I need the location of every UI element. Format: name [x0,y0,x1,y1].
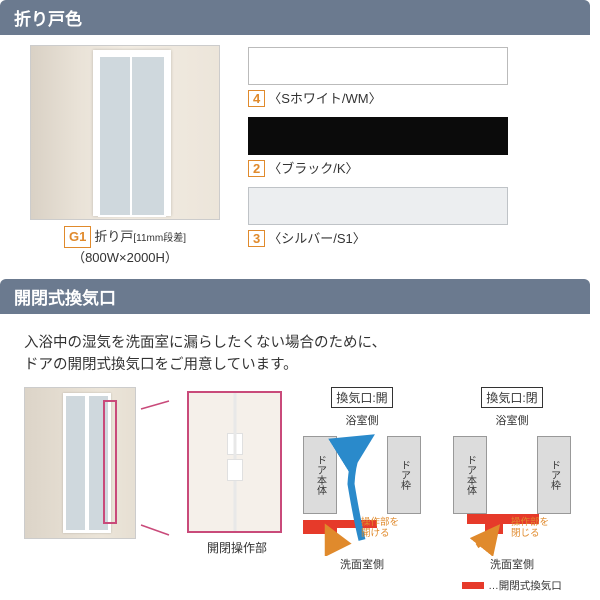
diag-open-wash: 洗面室側 [297,556,427,572]
swatch-row: 4〈Sホワイト/WM〉 [248,47,590,107]
swatch-color [248,47,508,85]
diag-close-wash: 洗面室側 [447,556,577,572]
swatch-label: 4〈Sホワイト/WM〉 [248,88,590,107]
diag-close-note: 操作部を閉じる [511,518,549,540]
swatch-code: 3 [248,230,265,247]
swatch-row: 2〈ブラック/K〉 [248,117,590,177]
diag-close-title: 換気口:閉 [481,387,542,408]
section1-body: G1折り戸[11mm段差] （800W×2000H） 4〈Sホワイト/WM〉 2〈… [0,45,600,279]
swatch-label: 2〈ブラック/K〉 [248,158,590,177]
section2-body: 開閉操作部 換気口:開 浴室側 ドア本体 ドア枠 [0,387,600,593]
highlight-box [103,400,117,524]
door-spec: [11mm段差] [133,233,186,244]
vent-legend: …開閉式換気口 [447,578,577,593]
section2-desc: 入浴中の湿気を洗面室に漏らしたくない場合のために、ドアの開閉式換気口をご用意して… [0,324,600,387]
door-sample: G1折り戸[11mm段差] （800W×2000H） [30,45,220,267]
zoom-panel: 開閉操作部 [187,387,287,556]
door-image [30,45,220,220]
door-name: 折り戸 [94,229,133,244]
zoom-caption: 開閉操作部 [187,539,287,556]
legend-text: …開閉式換気口 [488,578,562,593]
leader-lines [149,387,177,537]
swatch-color [248,187,508,225]
swatch-code: 2 [248,160,265,177]
color-swatches: 4〈Sホワイト/WM〉 2〈ブラック/K〉 3〈シルバー/S1〉 [248,45,590,257]
swatch-row: 3〈シルバー/S1〉 [248,187,590,247]
door-size: （800W×2000H） [72,250,178,265]
diag-open-bath: 浴室側 [297,412,427,428]
section2-header: 開閉式換気口 [0,279,590,314]
legend-swatch [462,582,484,589]
diag-open: 換気口:開 浴室側 ドア本体 ドア枠 [297,387,427,593]
door2-sample [24,387,139,539]
diag-open-note: 操作部を開ける [361,518,399,540]
diag-close: 換気口:閉 浴室側 ドア本体 ドア枠 操作部を閉じる 洗面室側 [447,387,577,593]
vent-diagrams: 換気口:開 浴室側 ドア本体 ドア枠 [297,387,594,593]
diag-open-title: 換気口:開 [331,387,392,408]
swatch-code: 4 [248,90,265,107]
section1-header: 折り戸色 [0,0,590,35]
zoom-image [187,391,282,533]
door-code: G1 [64,226,91,248]
swatch-label: 3〈シルバー/S1〉 [248,228,590,247]
diag-close-bath: 浴室側 [447,412,577,428]
door2-image [24,387,136,539]
door-caption: G1折り戸[11mm段差] （800W×2000H） [30,226,220,267]
swatch-color [248,117,508,155]
